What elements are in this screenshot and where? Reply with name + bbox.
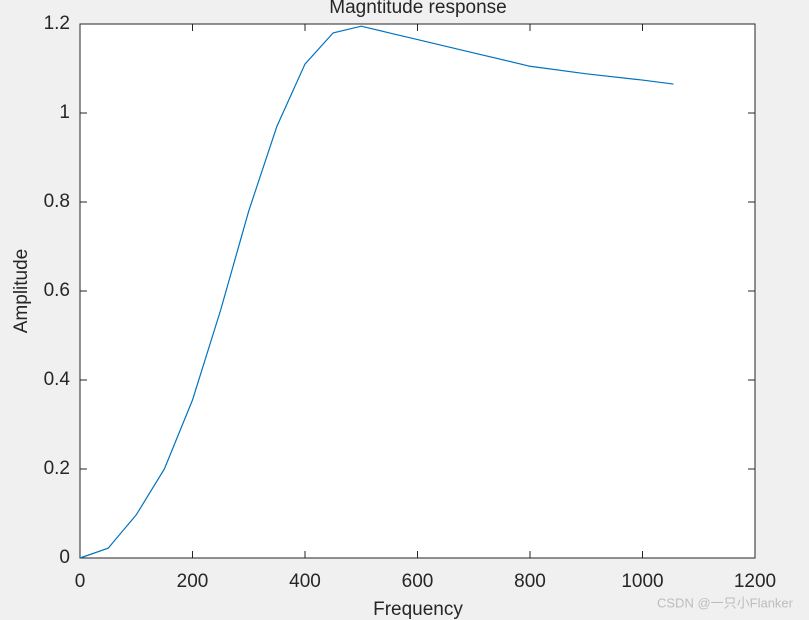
x-tick-label: 600 [402,571,434,592]
y-tick-label: 0.4 [44,369,71,390]
x-axis-label: Frequency [373,599,463,620]
y-axis-label: Amplitude [11,249,32,334]
watermark: CSDN @一只小Flanker [657,595,794,610]
x-tick-label: 0 [75,571,86,592]
y-tick-label: 0.6 [44,280,70,301]
plot-area [79,23,756,559]
y-tick-label: 0 [59,547,70,568]
y-tick-label: 0.2 [44,458,70,479]
x-tick-label: 800 [514,571,546,592]
y-tick-label: 0.8 [44,191,70,212]
chart-title: Magntitude response [329,0,506,18]
y-tick-label: 1.2 [44,13,70,34]
x-tick-label: 1200 [734,571,776,592]
x-tick-label: 1000 [621,571,663,592]
x-tick-label: 200 [177,571,209,592]
y-tick-label: 1 [59,102,70,123]
x-tick-label: 400 [289,571,321,592]
data-line [79,25,674,559]
